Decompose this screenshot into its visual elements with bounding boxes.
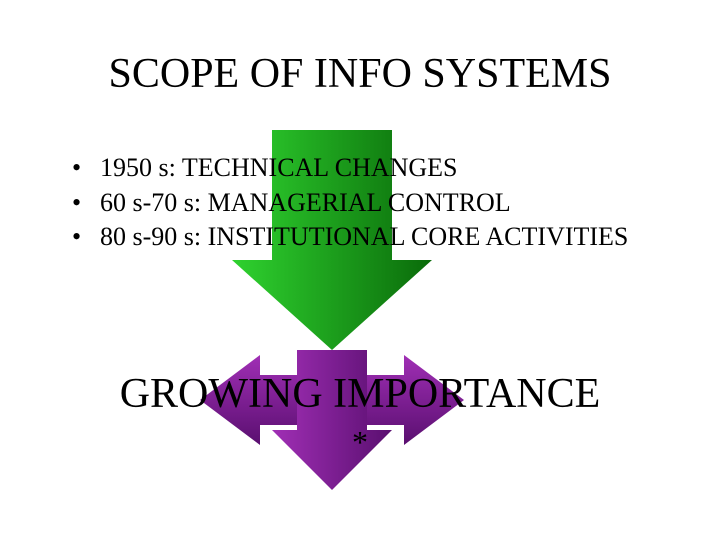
bullet-text: 80 s-90 s: INSTITUTIONAL CORE ACTIVITIES — [100, 221, 628, 254]
growing-importance-text: GROWING IMPORTANCE — [0, 370, 720, 418]
bullet-list: • 1950 s: TECHNICAL CHANGES • 60 s-70 s:… — [72, 152, 672, 256]
bullet-item: • 1950 s: TECHNICAL CHANGES — [72, 152, 672, 185]
slide-title: SCOPE OF INFO SYSTEMS — [0, 50, 720, 98]
asterisk-text: * — [0, 424, 720, 461]
slide: SCOPE OF INFO SYSTEMS • 1950 s: TECHNICA… — [0, 0, 720, 540]
bullet-dot-icon: • — [72, 221, 100, 254]
bullet-item: • 60 s-70 s: MANAGERIAL CONTROL — [72, 187, 672, 220]
bullet-item: • 80 s-90 s: INSTITUTIONAL CORE ACTIVITI… — [72, 221, 672, 254]
bullet-text: 60 s-70 s: MANAGERIAL CONTROL — [100, 187, 511, 220]
bullet-text: 1950 s: TECHNICAL CHANGES — [100, 152, 458, 185]
bullet-dot-icon: • — [72, 152, 100, 185]
bullet-dot-icon: • — [72, 187, 100, 220]
